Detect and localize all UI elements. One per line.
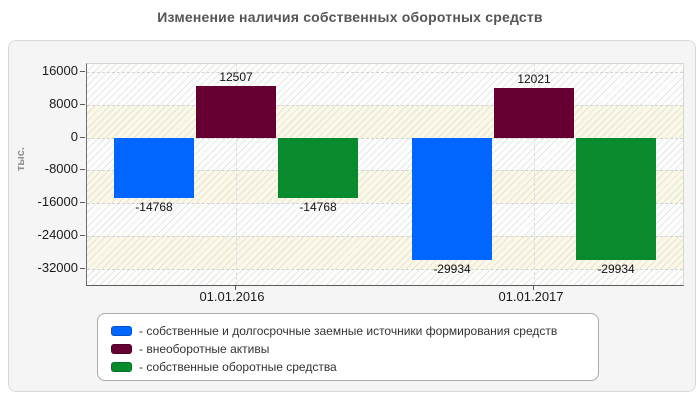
chart-title: Изменение наличия собственных оборотных … bbox=[157, 9, 543, 25]
bar-1-1 bbox=[114, 137, 194, 199]
y-tick-mark bbox=[80, 234, 85, 236]
bar-value-label: 12021 bbox=[517, 72, 551, 87]
gridline-x bbox=[236, 64, 237, 285]
y-tick-label: -32000 bbox=[37, 259, 78, 275]
gridline-y bbox=[87, 104, 683, 106]
bar-value-label: -14768 bbox=[135, 200, 173, 215]
x-tick-label: 01.01.2016 bbox=[199, 289, 265, 304]
y-tick-label: -16000 bbox=[37, 194, 78, 210]
legend-item: - собственные оборотные средства bbox=[111, 358, 598, 376]
plot-area: -14768 -29934 12507 12021 -14768 -29934 bbox=[86, 63, 684, 286]
y-tick-mark bbox=[80, 103, 85, 105]
bar-value-label: -29934 bbox=[433, 262, 471, 277]
x-tick-label: 01.01.2017 bbox=[498, 289, 564, 304]
y-tick-mark bbox=[80, 136, 85, 138]
y-tick-mark bbox=[80, 202, 85, 204]
bar-2-2 bbox=[494, 88, 574, 138]
y-tick-label: 0 bbox=[70, 128, 78, 144]
x-tick-mark bbox=[533, 285, 534, 290]
y-tick-mark bbox=[80, 267, 85, 269]
legend-swatch-blue bbox=[111, 326, 132, 336]
legend-label: - внеоборотные активы bbox=[139, 342, 270, 356]
x-tick-mark bbox=[235, 285, 236, 290]
bar-2-3 bbox=[576, 137, 656, 261]
gridline-y bbox=[87, 203, 683, 205]
y-tick-label: 8000 bbox=[49, 95, 78, 111]
gridline-y bbox=[87, 72, 683, 74]
bar-value-label: -14768 bbox=[299, 200, 337, 215]
bar-value-label: -29934 bbox=[597, 262, 635, 277]
bar-1-2 bbox=[196, 86, 276, 138]
y-tick-label: -8000 bbox=[44, 161, 78, 177]
y-tick-label: 16000 bbox=[41, 63, 78, 79]
y-tick-label: -24000 bbox=[37, 226, 78, 242]
legend-swatch-maroon bbox=[111, 344, 132, 354]
legend-label: - собственные и долгосрочные заемные ист… bbox=[139, 324, 558, 338]
bar-2-1 bbox=[412, 137, 492, 261]
plot-band bbox=[87, 72, 683, 105]
gridline-y bbox=[87, 137, 683, 139]
legend-item: - внеоборотные активы bbox=[111, 340, 598, 358]
gridline-y bbox=[87, 235, 683, 237]
gridline-y bbox=[87, 268, 683, 270]
legend-swatch-green bbox=[111, 362, 132, 372]
bar-1-3 bbox=[278, 137, 358, 199]
plot-band bbox=[87, 104, 683, 138]
gridline-y bbox=[87, 170, 683, 172]
y-tick-mark bbox=[80, 169, 85, 171]
legend-label: - собственные оборотные средства bbox=[139, 360, 337, 374]
gridline-x bbox=[534, 64, 535, 285]
bar-value-label: 12507 bbox=[219, 70, 253, 85]
y-tick-mark bbox=[80, 71, 85, 73]
legend: - собственные и долгосрочные заемные ист… bbox=[97, 313, 599, 381]
legend-item: - собственные и долгосрочные заемные ист… bbox=[111, 322, 598, 340]
